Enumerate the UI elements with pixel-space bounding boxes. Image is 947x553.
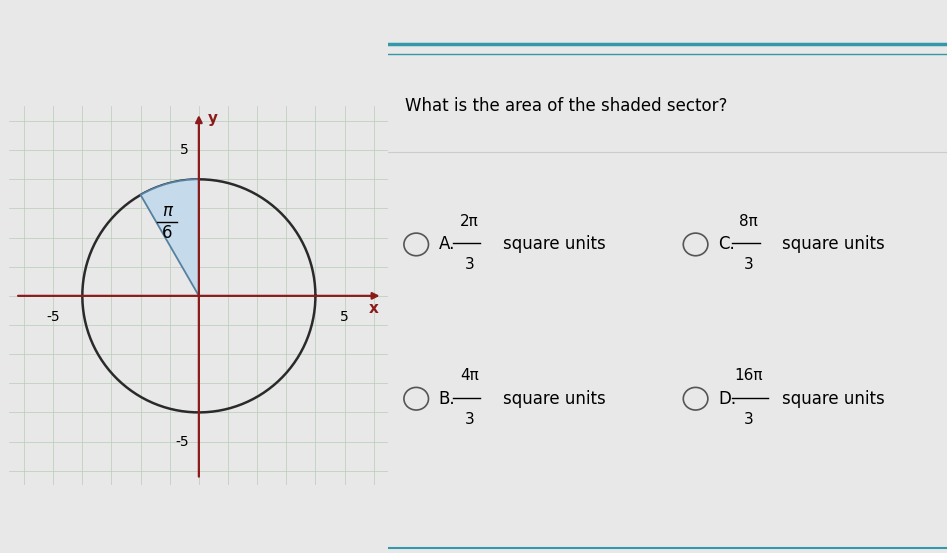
Text: x: x: [368, 301, 379, 316]
Wedge shape: [140, 179, 199, 296]
Text: square units: square units: [503, 390, 605, 408]
Text: 5: 5: [340, 310, 348, 325]
Text: -5: -5: [175, 435, 188, 448]
Text: 3: 3: [743, 412, 754, 427]
Text: square units: square units: [782, 390, 884, 408]
Text: square units: square units: [782, 236, 884, 253]
Text: π: π: [162, 202, 171, 220]
Text: 3: 3: [743, 258, 754, 273]
Text: A.: A.: [438, 236, 455, 253]
Text: 6: 6: [162, 224, 172, 242]
Text: 3: 3: [464, 258, 474, 273]
Text: -5: -5: [46, 310, 60, 325]
Text: B.: B.: [438, 390, 456, 408]
Text: D.: D.: [718, 390, 736, 408]
Text: 2π: 2π: [460, 214, 478, 229]
Text: 5: 5: [180, 143, 188, 157]
Text: What is the area of the shaded sector?: What is the area of the shaded sector?: [405, 97, 727, 114]
Text: 16π: 16π: [735, 368, 763, 383]
Text: y: y: [207, 111, 218, 126]
Text: square units: square units: [503, 236, 605, 253]
Text: 3: 3: [464, 412, 474, 427]
Text: C.: C.: [718, 236, 735, 253]
Text: 8π: 8π: [740, 214, 758, 229]
Text: 4π: 4π: [460, 368, 478, 383]
